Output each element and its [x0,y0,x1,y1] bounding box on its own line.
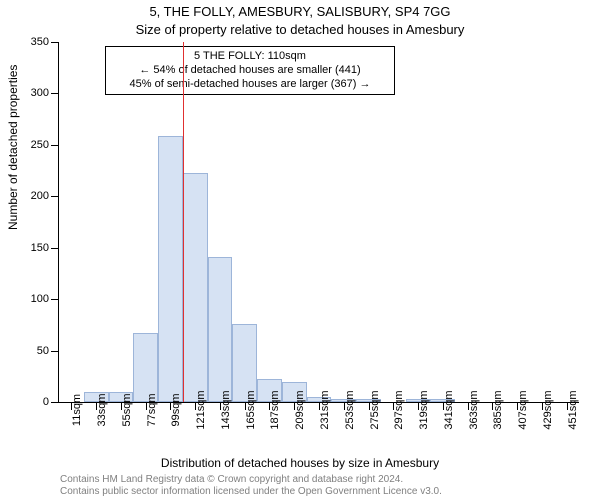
x-tick-label: 121sqm [195,390,207,429]
x-tick-label: 363sqm [468,390,480,429]
y-tick [51,248,59,249]
histogram-bar [208,257,233,402]
x-tick-label: 319sqm [418,390,430,429]
y-tick-label: 100 [31,293,49,305]
footnote-line2: Contains public sector information licen… [60,486,580,498]
y-tick [51,351,59,352]
info-box: 5 THE FOLLY: 110sqm ← 54% of detached ho… [105,46,395,95]
x-tick-label: 407sqm [517,390,529,429]
chart-title-line2: Size of property relative to detached ho… [0,22,600,37]
y-tick [51,93,59,94]
y-tick-label: 50 [37,345,49,357]
y-tick-label: 150 [31,242,49,254]
x-tick-label: 429sqm [542,390,554,429]
x-tick-label: 99sqm [170,393,182,426]
y-tick-label: 0 [43,396,49,408]
x-tick-label: 187sqm [269,390,281,429]
info-box-line2: ← 54% of detached houses are smaller (44… [112,64,388,78]
y-tick [51,196,59,197]
y-tick-label: 200 [31,190,49,202]
histogram-bar [183,173,208,402]
plot-area: 5 THE FOLLY: 110sqm ← 54% of detached ho… [58,42,579,403]
info-box-line3: 45% of semi-detached houses are larger (… [112,78,388,92]
histogram-bar [133,333,158,402]
chart-title-line1: 5, THE FOLLY, AMESBURY, SALISBURY, SP4 7… [0,4,600,19]
histogram-bar [158,136,183,402]
x-tick-label: 11sqm [71,394,83,426]
y-tick [51,299,59,300]
info-box-line1: 5 THE FOLLY: 110sqm [112,50,388,64]
x-tick-label: 77sqm [146,393,158,426]
x-tick-label: 55sqm [121,393,133,426]
x-tick-label: 165sqm [245,390,257,429]
y-tick [51,42,59,43]
x-axis-label: Distribution of detached houses by size … [0,456,600,470]
x-tick-label: 253sqm [344,390,356,429]
y-tick-label: 350 [31,36,49,48]
y-tick-label: 300 [31,87,49,99]
x-tick-label: 143sqm [220,390,232,429]
chart-container: 5, THE FOLLY, AMESBURY, SALISBURY, SP4 7… [0,0,600,500]
footnote: Contains HM Land Registry data © Crown c… [60,474,580,498]
y-tick-label: 250 [31,139,49,151]
x-tick-label: 33sqm [96,393,108,426]
x-tick-label: 275sqm [369,390,381,429]
x-tick-label: 385sqm [492,390,504,429]
x-tick-label: 231sqm [319,390,331,429]
x-tick-label: 451sqm [567,390,579,429]
footnote-line1: Contains HM Land Registry data © Crown c… [60,474,580,486]
x-tick-label: 341sqm [443,390,455,429]
x-tick-label: 209sqm [294,390,306,429]
y-tick [51,145,59,146]
marker-line [183,42,184,402]
y-tick [51,402,59,403]
x-tick-label: 297sqm [393,390,405,429]
y-axis-label: Number of detached properties [6,65,20,230]
